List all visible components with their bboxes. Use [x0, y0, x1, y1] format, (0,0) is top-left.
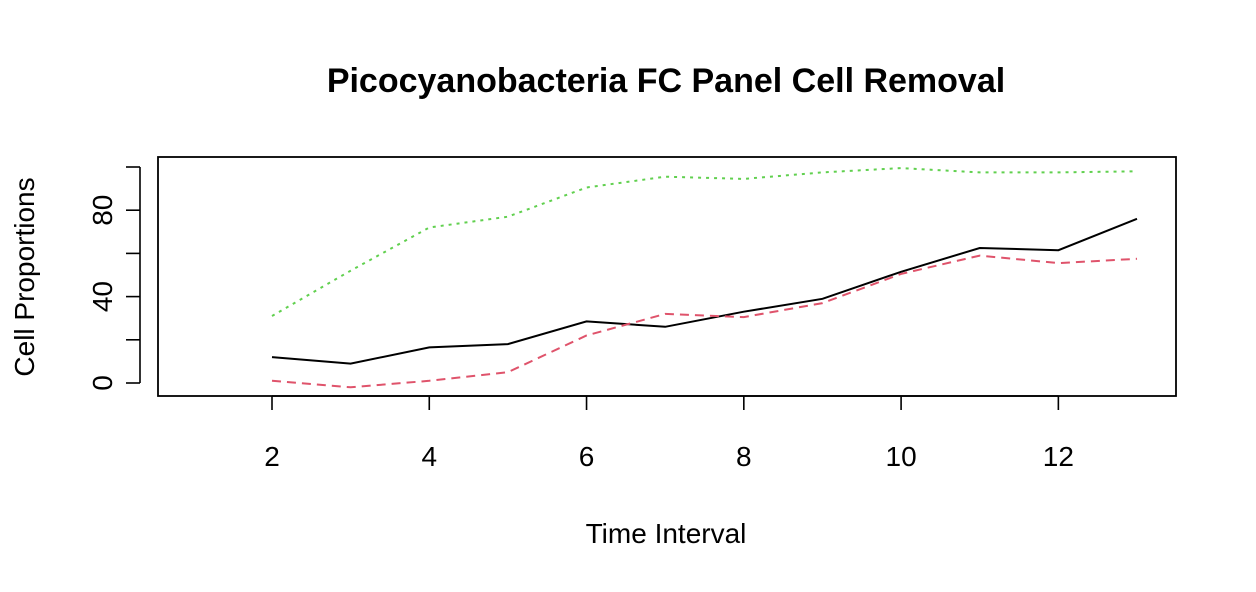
y-tick-label: 80 [87, 195, 118, 226]
series-group [271, 167, 1138, 389]
y-axis-label: Cell Proportions [9, 177, 40, 376]
series-line-3 [271, 167, 1138, 317]
x-tick-label: 2 [264, 441, 280, 472]
y-tick-label: 0 [87, 375, 118, 391]
x-tick-label: 10 [886, 441, 917, 472]
x-tick-label: 4 [421, 441, 437, 472]
chart-title: Picocyanobacteria FC Panel Cell Removal [327, 62, 1005, 100]
series-line-1 [271, 217, 1138, 365]
x-tick-label: 6 [579, 441, 595, 472]
y-tick-label: 40 [87, 281, 118, 312]
x-tick-label: 12 [1043, 441, 1074, 472]
y-axis: 0 40 80 [87, 166, 141, 391]
x-tick-label: 8 [736, 441, 752, 472]
x-axis-label: Time Interval [586, 518, 747, 549]
series-line-2 [271, 254, 1138, 389]
x-axis: 2 4 6 8 10 12 [264, 395, 1074, 472]
